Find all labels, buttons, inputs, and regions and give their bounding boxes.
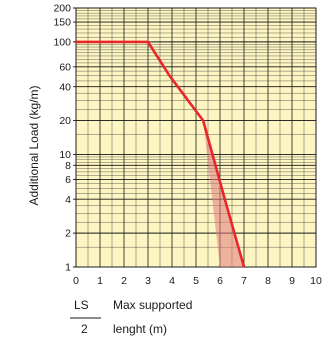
fraction-numerator: LS <box>74 298 89 312</box>
y-tick-label: 60 <box>59 62 71 74</box>
x-tick-label: 3 <box>145 275 151 287</box>
x-tick-label: 4 <box>169 275 175 287</box>
y-tick-label: 10 <box>59 149 71 161</box>
y-axis-label: Additional Load (kg/m) <box>27 85 41 205</box>
y-tick-label: 6 <box>65 174 71 186</box>
x-tick-label: 9 <box>289 275 295 287</box>
y-tick-labels: 1 2 4 6 810 20 40 60 100 150 200 <box>53 3 71 274</box>
x-tick-label: 7 <box>241 275 247 287</box>
x-tick-label: 8 <box>265 275 271 287</box>
x-tick-labels: 0 1 2 3 4 5 6 7 8 9 10 <box>73 275 322 287</box>
y-tick-label: 1 <box>65 262 71 274</box>
x-tick-label: 10 <box>310 275 322 287</box>
y-tick-label: 200 <box>53 3 71 15</box>
x-tick-label: 2 <box>121 275 127 287</box>
x-axis-label-line1: Max supported <box>113 298 192 312</box>
x-axis-label-line2: lenght (m) <box>113 322 167 336</box>
x-tick-label: 0 <box>73 275 79 287</box>
y-tick-label: 4 <box>65 194 71 206</box>
x-tick-label: 6 <box>217 275 223 287</box>
y-tick-label: 20 <box>59 115 71 127</box>
x-tick-label: 1 <box>97 275 103 287</box>
y-tick-label: 100 <box>53 37 71 49</box>
y-tick-label: 8 <box>65 160 71 172</box>
y-tick-label: 2 <box>65 228 71 240</box>
y-tick-label: 40 <box>59 81 71 93</box>
fraction-denominator: 2 <box>81 322 88 336</box>
y-tick-label: 150 <box>53 17 71 29</box>
x-tick-label: 5 <box>193 275 199 287</box>
